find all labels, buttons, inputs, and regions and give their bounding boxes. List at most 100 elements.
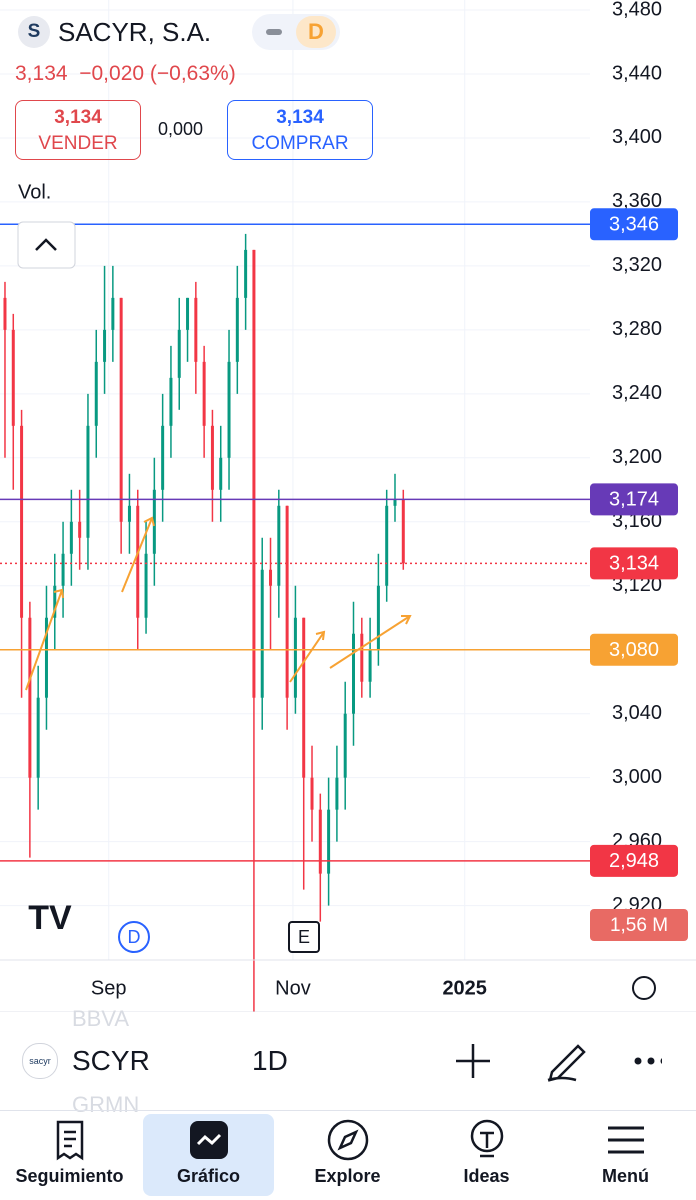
candle-body <box>227 361 231 458</box>
change-pct: (−0,63%) <box>149 62 236 85</box>
candle-body <box>385 505 389 586</box>
chevron-icon <box>35 238 57 251</box>
level-label: 3,134 <box>609 553 659 575</box>
candle-body <box>285 505 289 698</box>
volume-label: 1,56 M <box>610 915 668 936</box>
candle-body <box>152 489 156 554</box>
candle-body <box>277 505 281 586</box>
tab[interactable]: Gráfico <box>139 1112 278 1196</box>
candle-body <box>177 329 181 378</box>
arrow-head <box>401 615 412 625</box>
y-tick-label: 3,360 <box>612 190 662 212</box>
draw-icon[interactable] <box>547 1044 586 1082</box>
y-tick-label: 3,040 <box>612 702 662 724</box>
level-label: 3,080 <box>609 639 659 661</box>
level-label: 3,174 <box>609 489 659 511</box>
candle-body <box>20 425 24 618</box>
change: −0,020 <box>79 62 145 85</box>
candle-body <box>401 499 405 564</box>
buy-label: COMPRAR <box>251 133 349 154</box>
ghost-symbol: GRMN <box>72 1092 140 1117</box>
arrow <box>329 615 411 669</box>
interval-button[interactable]: 1D <box>252 1045 288 1076</box>
y-tick-label: 3,120 <box>612 574 662 596</box>
candle-body <box>352 633 356 714</box>
candle-body <box>28 617 32 778</box>
level-label: 3,346 <box>609 214 659 236</box>
tab[interactable]: Ideas <box>417 1112 556 1196</box>
y-tick-label: 3,200 <box>612 446 662 468</box>
buy-button[interactable]: 3,134 COMPRAR <box>227 100 373 160</box>
tv-logo: TV <box>28 899 72 937</box>
candle-body <box>78 521 82 538</box>
logo: S <box>18 16 50 48</box>
y-tick-label: 3,240 <box>612 382 662 404</box>
candle-body <box>3 297 7 330</box>
annotations <box>25 516 412 691</box>
ghost-symbol: BBVA <box>72 1006 130 1031</box>
candle-body <box>335 777 339 810</box>
x-tick-label: 2025 <box>442 977 487 999</box>
symbol-name: SACYR, S.A. <box>58 17 212 47</box>
candle-body <box>293 617 297 698</box>
candle-body <box>302 617 306 778</box>
y-tick-label: 3,440 <box>612 62 662 84</box>
y-tick-label: 3,000 <box>612 766 662 788</box>
arrow <box>25 589 63 691</box>
candle-body <box>11 329 15 426</box>
y-tick-label: 3,320 <box>612 254 662 276</box>
arrow-head <box>315 630 326 641</box>
buy-price: 3,134 <box>276 107 324 128</box>
dividend-marker[interactable] <box>118 921 150 953</box>
y-tick-label: 3,400 <box>612 126 662 148</box>
add-icon[interactable] <box>456 1044 490 1078</box>
arrow <box>121 517 153 593</box>
candle-body <box>86 425 90 538</box>
settings-icon[interactable] <box>632 976 656 1000</box>
candle-body <box>144 553 148 618</box>
candle-body <box>252 249 256 698</box>
level-label: 2,948 <box>609 850 659 872</box>
marker-label: D <box>128 927 141 947</box>
tab-label: Menú <box>602 1166 649 1186</box>
candle-body <box>94 361 98 426</box>
candle-body <box>36 697 40 778</box>
status-dash <box>266 29 282 35</box>
candle-body <box>219 457 223 490</box>
candle-body <box>360 633 364 682</box>
candle-body <box>318 809 322 874</box>
more-icon[interactable] <box>634 1057 663 1065</box>
sell-button[interactable]: 3,134 VENDER <box>15 100 141 160</box>
candle-body <box>393 499 397 506</box>
divider <box>0 1110 696 1111</box>
candle-body <box>119 297 123 522</box>
candle-body <box>44 617 48 698</box>
arrow-head <box>53 588 64 599</box>
candle-body <box>61 553 65 586</box>
collapse-button[interactable] <box>17 221 76 269</box>
sell-price: 3,134 <box>54 107 102 128</box>
spread: 0,000 <box>158 119 204 139</box>
candle-body <box>260 569 264 698</box>
x-tick-label: Sep <box>91 977 127 999</box>
candle-body <box>169 377 173 426</box>
arrow <box>289 631 325 683</box>
candle-body <box>69 521 73 554</box>
status-pill[interactable]: D <box>252 14 340 50</box>
tab[interactable]: Seguimiento <box>0 1112 139 1196</box>
status-badge: D <box>296 16 336 48</box>
level-badge <box>590 844 678 877</box>
candle-body <box>161 425 165 490</box>
candle-body <box>53 585 57 618</box>
x-tick-label: Nov <box>275 977 311 999</box>
chart: 3,480 3,440 3,400 3,360 3,320 3,280 3,240 3,200… <box>0 0 696 1012</box>
earnings-marker[interactable] <box>288 921 320 953</box>
candle-body <box>327 809 331 874</box>
candle-body <box>244 249 248 298</box>
symbol-button[interactable]: SCYR <box>72 1045 150 1076</box>
tab[interactable]: Explore <box>278 1112 417 1196</box>
tab[interactable]: Menú <box>556 1112 695 1196</box>
candle-body <box>343 713 347 778</box>
level-badge <box>590 483 678 516</box>
